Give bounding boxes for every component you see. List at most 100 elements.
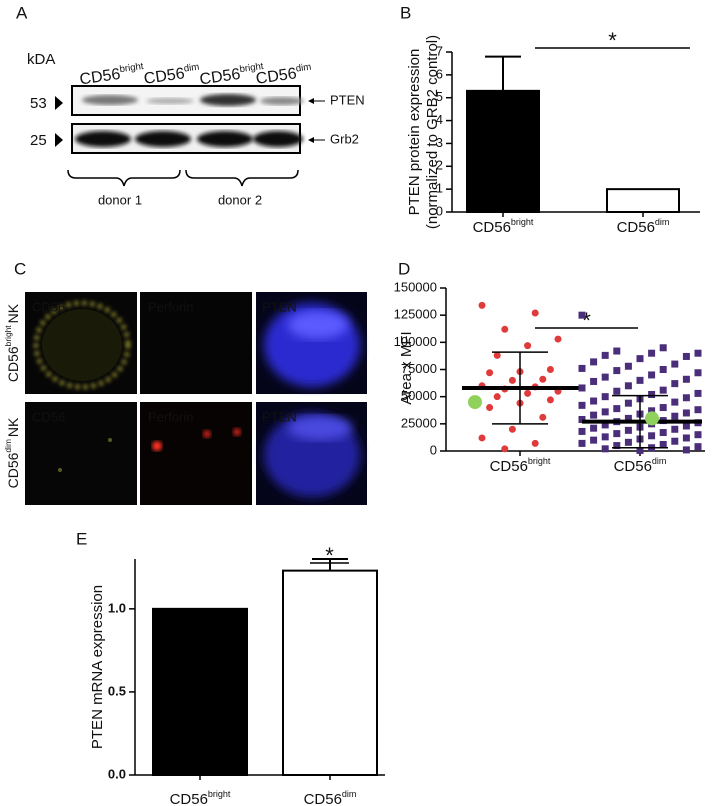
data-point <box>636 446 644 454</box>
y-tick-label: 75000 <box>401 361 437 376</box>
data-point <box>648 371 656 379</box>
marker-label: 53 <box>30 95 47 112</box>
bar <box>282 569 378 777</box>
data-point <box>682 422 690 430</box>
data-point <box>590 358 598 366</box>
data-point <box>694 406 702 414</box>
significance-label: * <box>325 543 334 568</box>
channel-label: CD56 <box>32 299 65 314</box>
data-point <box>601 421 609 429</box>
data-point <box>578 401 586 409</box>
label-superscript: dim <box>652 456 667 466</box>
data-point <box>659 366 667 373</box>
marker-label: 25 <box>30 132 47 149</box>
data-point <box>659 440 667 448</box>
data-point <box>671 360 679 368</box>
x-tick-label: CD56dim <box>617 217 670 236</box>
data-point <box>493 351 501 359</box>
x-tick-label: CD56dim <box>304 789 357 806</box>
data-point <box>613 442 621 450</box>
label-superscript: bright <box>239 60 265 74</box>
data-point <box>590 377 598 385</box>
label-superscript: dim <box>295 61 312 74</box>
data-point <box>624 438 632 446</box>
data-point <box>478 434 486 442</box>
label-base: CD56 <box>170 791 208 806</box>
data-point <box>636 355 644 363</box>
data-point <box>486 369 494 377</box>
data-point <box>682 409 690 417</box>
bar <box>152 607 248 776</box>
y-tick-label: 2 <box>436 158 443 173</box>
data-point <box>694 349 702 357</box>
data-point <box>601 445 609 453</box>
label-base: CD56 <box>5 346 21 382</box>
lane-label: CD56bright <box>198 60 265 88</box>
data-point <box>659 386 667 394</box>
data-point <box>601 351 609 359</box>
panel-label: B <box>400 3 411 22</box>
bar <box>466 89 540 213</box>
data-point <box>546 366 554 373</box>
y-tick-label: 125000 <box>394 307 437 322</box>
data-point <box>478 301 486 309</box>
data-point <box>601 408 609 416</box>
label-base: CD56 <box>79 66 122 89</box>
data-point <box>613 387 621 395</box>
data-point <box>694 431 702 439</box>
data-point <box>578 427 586 435</box>
y-tick-label: 6 <box>436 66 443 81</box>
y-tick-label: 7 <box>436 43 443 58</box>
data-point <box>501 445 509 453</box>
x-tick-label: CD56bright <box>170 789 231 806</box>
y-tick-label: 25000 <box>401 415 437 430</box>
data-point <box>613 430 621 438</box>
error-bar <box>485 55 521 91</box>
data-point <box>671 437 679 445</box>
x-tick-label: CD56bright <box>473 217 534 236</box>
data-point <box>659 429 667 437</box>
y-tick-label: 50000 <box>401 388 437 403</box>
channel-label: PTEN <box>262 409 297 424</box>
data-point <box>682 394 690 402</box>
data-point <box>578 415 586 423</box>
label-base: CD56 <box>304 791 342 806</box>
bar <box>606 188 680 213</box>
data-point <box>624 362 632 370</box>
data-point <box>694 369 702 377</box>
data-point <box>554 335 562 343</box>
data-point <box>539 413 547 421</box>
panel-label: A <box>16 3 28 22</box>
data-point <box>539 375 547 383</box>
y-tick-label: 1 <box>436 181 443 196</box>
data-point <box>613 405 621 413</box>
data-point <box>524 389 532 397</box>
x-tick-label: CD56dim <box>614 456 667 475</box>
label-base: CD56 <box>473 219 511 236</box>
data-point <box>682 352 690 360</box>
data-point <box>601 373 609 381</box>
row-label: CD56dim NK <box>3 417 20 488</box>
y-tick-label: 0 <box>430 442 437 457</box>
label-base: CD56 <box>490 458 528 475</box>
data-point <box>671 412 679 420</box>
data-point <box>601 393 609 401</box>
data-point <box>486 404 494 412</box>
label-superscript: dim <box>3 439 13 453</box>
label-superscript: bright <box>3 325 13 347</box>
channel-label: Perforin <box>148 299 194 314</box>
data-point <box>501 325 509 333</box>
label-superscript: bright <box>119 60 145 74</box>
data-point <box>648 349 656 357</box>
y-tick-label: 100000 <box>394 334 437 349</box>
label-suffix: NK <box>5 303 21 323</box>
panel-label: C <box>14 259 26 278</box>
y-tick-label: 5 <box>436 89 443 104</box>
label-base: CD56 <box>255 66 298 89</box>
channel-label: Perforin <box>148 409 194 424</box>
data-point <box>546 396 554 404</box>
data-point <box>508 425 516 433</box>
data-point <box>671 380 679 388</box>
data-point <box>508 376 516 384</box>
data-point <box>648 390 656 398</box>
